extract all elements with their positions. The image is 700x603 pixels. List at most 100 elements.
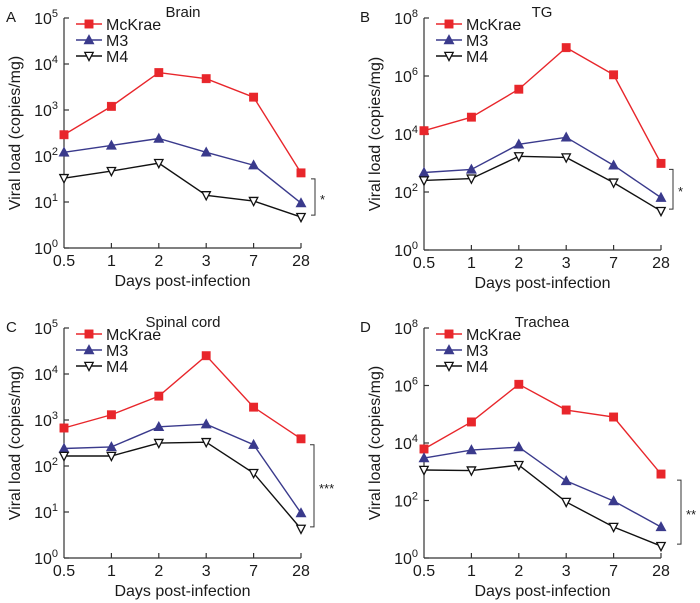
panel-b-legend-marker (443, 51, 455, 63)
panel-d-y-axis-title: Viral load (copies/mg) (367, 366, 384, 520)
panel-d-x-tick-label: 7 (609, 563, 618, 580)
panel-d-point-m3 (655, 521, 667, 532)
panel-b-legend-marker (443, 34, 455, 45)
panel-b-point-m4 (466, 174, 477, 185)
panel-d-x-tick-label: 0.5 (413, 563, 435, 580)
panel-b-legend-label: M4 (466, 49, 488, 66)
panel-a-point-mckrae (59, 130, 69, 140)
panel-c-series-m4 (64, 441, 302, 530)
panel-d-x-axis-title: Days post-infection (474, 583, 610, 600)
panel-a-point-mckrae (106, 101, 116, 111)
panel-b-point-m4 (513, 152, 525, 163)
panel-a-legend-marker (83, 51, 95, 63)
panel-c-legend-label: McKrae (106, 327, 161, 344)
panel-b-y-axis-title: Viral load (copies/mg) (367, 57, 384, 211)
panel-c-y-tick-label: 104 (34, 364, 58, 384)
panel-c-point-m3 (295, 507, 307, 518)
panel-c-legend-marker (83, 361, 95, 373)
panel-a-y-tick-label: 100 (34, 238, 58, 258)
panel-c-series-m3 (63, 423, 302, 514)
panel-b-y-tick-label: 106 (394, 66, 418, 86)
panel-a-point-m3 (153, 132, 165, 143)
panel-b-point-m3 (465, 163, 477, 174)
panel-c-point-m4 (106, 451, 117, 463)
panel-a-point-m4 (295, 212, 307, 224)
panel-d-point-m3 (608, 495, 620, 506)
panel-c-significance-bracket (310, 444, 315, 528)
panel-d-point-m3 (418, 452, 430, 463)
panel-c-legend-marker (83, 344, 95, 355)
panel-a-point-m4 (106, 166, 117, 178)
panel-c-point-m3 (105, 441, 117, 452)
panel-c-point-mckrae (296, 434, 306, 444)
panel-c-point-m4 (58, 451, 70, 463)
panel-c-point-m3 (153, 421, 165, 432)
panel-b-y-tick-label: 108 (394, 8, 418, 28)
panel-c-x-tick-label: 2 (154, 563, 163, 580)
panel-b-point-mckrae (419, 126, 429, 136)
panel-b-x-tick-label: 0.5 (413, 255, 435, 272)
panel-b-point-m3 (560, 131, 572, 142)
panel-a-series-m3 (63, 137, 302, 204)
panel-b-point-m4 (418, 176, 430, 187)
panel-b-legend-label: M3 (466, 33, 488, 50)
panel-d-point-m4 (418, 465, 430, 477)
panel-b-point-m4 (560, 153, 572, 164)
panel-c-y-tick-label: 105 (34, 318, 58, 338)
panel-b-series-m4 (423, 155, 662, 212)
panel-b-x-tick-label: 28 (652, 255, 670, 272)
panel-c-point-mckrae (249, 402, 259, 412)
panel-c-y-axis-title: Viral load (copies/mg) (7, 366, 24, 520)
panel-d-point-mckrae (561, 405, 571, 415)
panel-b-x-axis-title: Days post-infection (474, 275, 610, 292)
panel-b-point-m3 (608, 159, 620, 170)
panel-d-point-mckrae (514, 379, 524, 389)
panel-d-point-m3 (560, 475, 572, 486)
panel-d-x-tick-label: 3 (562, 563, 571, 580)
panel-c-y-tick-label: 101 (34, 502, 58, 522)
panel-a-legend-marker (84, 19, 94, 29)
panel-d-legend-label: M4 (466, 359, 488, 376)
panel-a-title: Brain (165, 4, 200, 21)
panel-a-legend-label: McKrae (106, 17, 161, 34)
panel-c-y-tick-label: 100 (34, 548, 58, 568)
panel-a-point-mckrae (201, 74, 211, 84)
panel-a-legend-label: M4 (106, 49, 128, 66)
panel-a-point-mckrae (296, 168, 306, 178)
panel-b-point-m4 (608, 178, 619, 189)
panel-d-point-mckrae (466, 417, 476, 427)
panel-a-x-tick-label: 1 (107, 253, 116, 270)
panel-d-title: Trachea (515, 314, 570, 331)
panel-c-legend-label: M4 (106, 359, 128, 376)
panel-d-point-mckrae (609, 412, 619, 422)
panel-c-legend-label: M3 (106, 343, 128, 360)
panel-b-legend-label: McKrae (466, 17, 521, 34)
panel-c-y-tick-label: 102 (34, 456, 58, 476)
panel-b-point-m4 (655, 206, 667, 218)
panel-a-point-m4 (200, 191, 212, 202)
panel-b-point-m3 (655, 191, 667, 202)
panel-d-legend-label: M3 (466, 343, 488, 360)
panel-b-point-mckrae (561, 43, 571, 53)
panel-a-point-m3 (58, 146, 70, 157)
panel-a-point-mckrae (154, 68, 164, 78)
panel-d-x-tick-label: 2 (514, 563, 523, 580)
panel-a-point-m3 (295, 197, 307, 208)
panel-b-point-m3 (513, 138, 525, 149)
panel-d-point-m3 (513, 441, 525, 452)
panel-a-x-axis-title: Days post-infection (114, 273, 250, 290)
panel-a-y-axis-title: Viral load (copies/mg) (7, 56, 24, 210)
panel-a-x-tick-label: 2 (154, 253, 163, 270)
panel-c-point-m4 (295, 524, 307, 535)
panel-c-x-tick-label: 28 (292, 563, 310, 580)
panel-a-x-tick-label: 0.5 (53, 253, 75, 270)
panel-a-point-mckrae (249, 92, 259, 102)
panel-c-point-mckrae (154, 391, 164, 401)
panel-d-point-m4 (513, 460, 525, 472)
panel-d-point-m4 (608, 522, 619, 533)
panel-d-point-mckrae (656, 469, 666, 479)
panel-c-legend-marker (84, 329, 94, 339)
panel-c-point-m3 (200, 418, 212, 429)
panel-b-significance-label: * (678, 184, 683, 199)
panel-a-significance-bracket (311, 178, 316, 216)
